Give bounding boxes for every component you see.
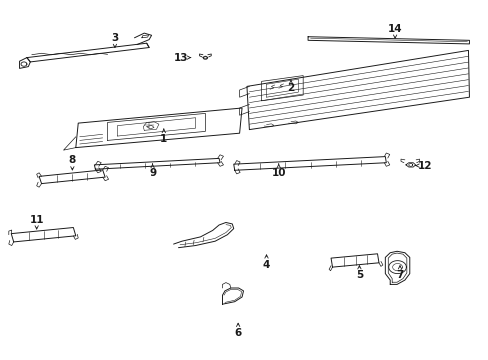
Text: 10: 10 [271,168,285,178]
Text: 9: 9 [149,168,156,178]
Text: 6: 6 [234,328,241,338]
Text: 11: 11 [29,215,44,225]
Text: 4: 4 [262,260,270,270]
Text: 3: 3 [111,33,118,43]
Text: 7: 7 [395,270,403,280]
Text: 2: 2 [287,83,294,93]
Text: 8: 8 [69,155,76,165]
Text: 1: 1 [160,134,167,144]
Text: 14: 14 [387,24,402,34]
Text: 5: 5 [355,270,362,280]
Text: 12: 12 [417,161,432,171]
Text: 13: 13 [173,53,188,63]
